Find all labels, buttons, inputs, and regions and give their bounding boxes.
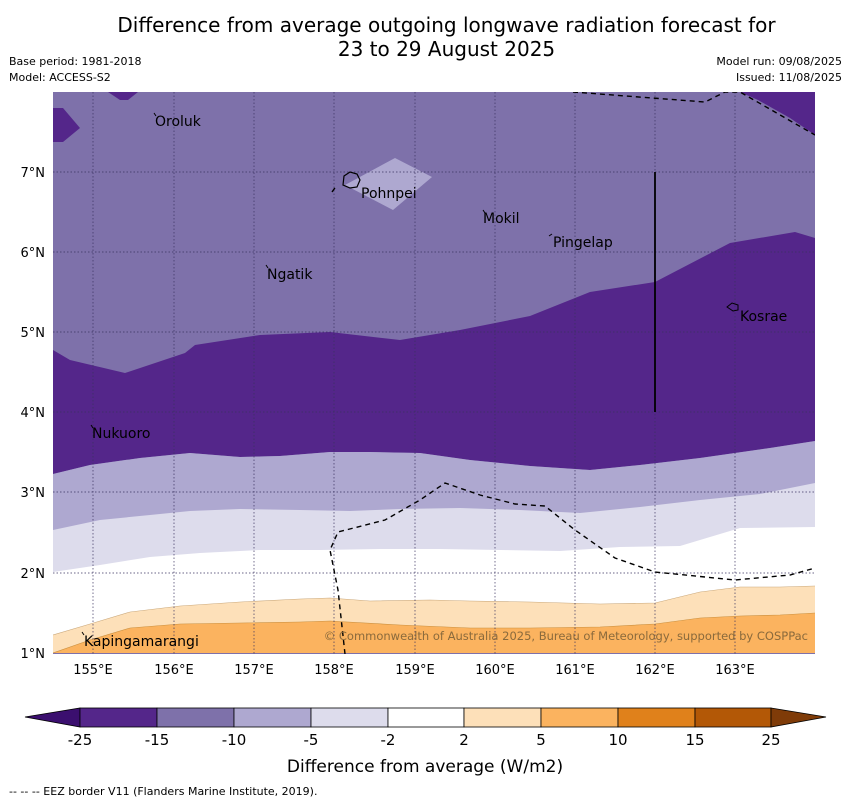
lon-tick-163: 163°E — [715, 663, 755, 678]
pingelap-mark — [548, 233, 553, 237]
contour-line-5 — [53, 612, 815, 654]
colorbar-swatch-7 — [540, 707, 619, 728]
lat-axis: 7°N 6°N 5°N 4°N 3°N 2°N 1°N — [21, 166, 46, 662]
map-area: Oroluk Pohnpei Mokil Pingelap Ngatik Kos… — [53, 92, 815, 654]
label-oroluk: Oroluk — [155, 114, 202, 130]
eez-border-top — [572, 92, 815, 136]
copyright-notice: © Commonwealth of Australia 2025, Bureau… — [324, 629, 808, 643]
lat-tick-4: 4°N — [21, 406, 46, 421]
band-minus25-patch-b — [108, 92, 138, 100]
label-pingelap: Pingelap — [553, 235, 613, 251]
colorbar-swatch-9 — [694, 707, 772, 728]
colorbar-swatch-6 — [463, 707, 542, 728]
model-run: Model run: 09/08/2025 — [716, 55, 842, 68]
colorbar-label-3: -10 — [222, 731, 247, 749]
base-period: Base period: 1981-2018 — [9, 55, 142, 68]
lon-tick-155: 155°E — [73, 663, 113, 678]
label-ngatik: Ngatik — [267, 267, 313, 283]
colorbar-swatch-5 — [387, 707, 465, 728]
eez-border-pohnpei — [331, 184, 338, 193]
nukuoro-mark — [90, 424, 94, 429]
map-title: Difference from average outgoing longwav… — [0, 13, 850, 61]
lat-tick-2: 2°N — [21, 567, 46, 582]
model-name: Model: ACCESS-S2 — [9, 71, 111, 84]
lon-tick-156: 156°E — [154, 663, 194, 678]
label-kapingamarangi: Kapingamarangi — [84, 634, 199, 650]
meta-left: Base period: 1981-2018 Model: ACCESS-S2 — [9, 54, 141, 86]
colorbar-label-6: 2 — [459, 731, 469, 749]
lon-axis: 155°E 156°E 157°E 158°E 159°E 160°E 161°… — [73, 663, 755, 678]
issued-date: Issued: 11/08/2025 — [735, 71, 842, 84]
oroluk-mark — [153, 112, 157, 117]
colorbar-label-5: -2 — [381, 731, 396, 749]
colorbar-title: Difference from average (W/m2) — [287, 757, 563, 777]
colorbar-swatch-1 — [79, 707, 158, 728]
lon-tick-159: 159°E — [395, 663, 435, 678]
colorbar-swatch-4 — [310, 707, 389, 728]
lon-tick-158: 158°E — [314, 663, 354, 678]
eez-footnote: -- -- -- EEZ border V11 (Flanders Marine… — [9, 785, 318, 798]
contour-line-2 — [53, 585, 815, 636]
eez-border-south — [329, 482, 815, 654]
label-mokil: Mokil — [483, 211, 520, 227]
band-minus10-patch — [345, 158, 432, 210]
atoll-marks — [81, 112, 553, 636]
label-kosrae: Kosrae — [740, 309, 787, 325]
colorbar-high-extend — [770, 707, 827, 728]
colorbar: -25 -15 -10 -5 -2 2 5 10 15 25 Differenc… — [24, 707, 827, 777]
colorbar-label-4: -5 — [304, 731, 319, 749]
colorbar-label-7: 5 — [536, 731, 546, 749]
colorbar-label-9: 15 — [685, 731, 704, 749]
lat-tick-7: 7°N — [21, 166, 46, 181]
colorbar-label-2: -15 — [145, 731, 170, 749]
title-line-2: 23 to 29 August 2025 — [337, 37, 556, 61]
pohnpei-island — [342, 171, 361, 189]
colorbar-swatch-8 — [617, 707, 696, 728]
lat-tick-3: 3°N — [21, 486, 46, 501]
kosrae-island — [726, 302, 739, 312]
lat-tick-6: 6°N — [21, 246, 46, 261]
title-line-1: Difference from average outgoing longwav… — [117, 13, 776, 37]
eez-borders — [329, 92, 815, 654]
lon-tick-161: 161°E — [555, 663, 595, 678]
band-minus25-patch-a — [53, 108, 80, 142]
ngatik-mark — [265, 264, 269, 269]
band-minus25 — [53, 232, 815, 474]
meta-right: Model run: 09/08/2025 Issued: 11/08/2025 — [716, 54, 842, 86]
mokil-mark — [482, 209, 486, 214]
colorbar-label-1: -25 — [68, 731, 93, 749]
label-nukuoro: Nukuoro — [92, 426, 150, 442]
band-minus25-patch-c — [740, 92, 815, 135]
kapingamarangi-mark — [81, 631, 85, 636]
label-pohnpei: Pohnpei — [361, 186, 417, 202]
lon-tick-157: 157°E — [234, 663, 274, 678]
colorbar-swatch-3 — [233, 707, 312, 728]
lat-tick-1: 1°N — [21, 647, 46, 662]
colorbar-label-8: 10 — [608, 731, 627, 749]
colorbar-label-10: 25 — [761, 731, 780, 749]
colorbar-swatch-2 — [156, 707, 235, 728]
lon-tick-160: 160°E — [475, 663, 515, 678]
colorbar-low-extend — [24, 707, 81, 728]
lat-tick-5: 5°N — [21, 326, 46, 341]
lon-tick-162: 162°E — [635, 663, 675, 678]
